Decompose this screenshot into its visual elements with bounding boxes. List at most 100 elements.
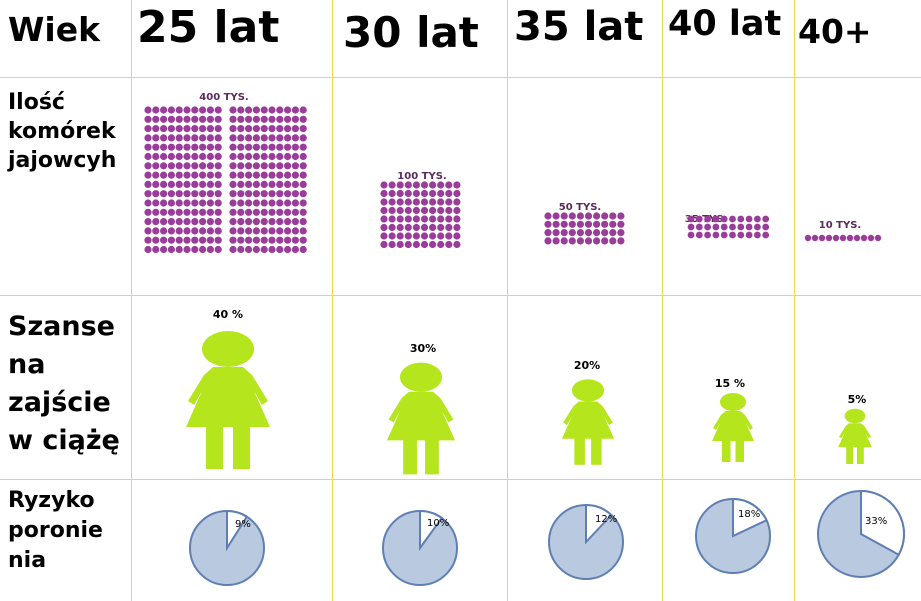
egg-dot [214, 106, 222, 114]
egg-dot [704, 231, 711, 239]
egg-dot [260, 106, 268, 114]
egg-dot [167, 180, 175, 188]
egg-dot [617, 229, 625, 237]
egg-dot [276, 236, 284, 244]
egg-dot [268, 218, 276, 226]
egg-dot [160, 143, 168, 151]
figure-leg [574, 436, 585, 465]
egg-dot [568, 220, 576, 228]
egg-dot [199, 134, 207, 142]
egg-dot [206, 236, 214, 244]
egg-dot [380, 240, 388, 249]
egg-dot [853, 234, 861, 242]
egg-dot [260, 143, 268, 151]
egg-dot [167, 171, 175, 179]
egg-dot [191, 106, 199, 114]
egg-dot [420, 206, 429, 215]
woman-figure-40plus: 5% [838, 393, 872, 464]
egg-dot [160, 106, 168, 114]
egg-dot [229, 152, 237, 161]
egg-dot [183, 199, 191, 207]
egg-dot [276, 106, 284, 114]
egg-dot [291, 152, 299, 161]
egg-dot [552, 229, 560, 237]
egg-dot [199, 236, 207, 244]
miscarriage-pie-40: 18% [695, 497, 771, 574]
egg-dot [160, 190, 168, 198]
egg-dot [754, 215, 761, 223]
miscarriage-pie-35: 12% [548, 503, 624, 580]
egg-dot [167, 125, 175, 133]
grid-line [0, 479, 921, 480]
egg-dot [175, 208, 183, 216]
egg-dot [183, 125, 191, 133]
figure-head [399, 362, 443, 392]
egg-dot [252, 143, 260, 151]
egg-dot [160, 134, 168, 142]
egg-dot [404, 232, 412, 240]
egg-dot [229, 171, 237, 179]
egg-dot [388, 181, 396, 189]
egg-dot [584, 229, 593, 237]
egg-dot [284, 162, 292, 170]
egg-dot [695, 215, 703, 223]
egg-dot [237, 125, 245, 133]
egg-dot [191, 190, 199, 198]
figure-leg [857, 445, 864, 464]
egg-dot [191, 180, 199, 188]
egg-dot [144, 106, 152, 114]
egg-dot [199, 190, 207, 198]
egg-dot [152, 190, 160, 198]
egg-dot [260, 227, 268, 235]
egg-dot [144, 180, 152, 188]
egg-dot [380, 181, 388, 189]
egg-dot [284, 152, 292, 161]
egg-dot [160, 125, 168, 133]
egg-dot [445, 206, 453, 215]
age-header-30: 30 lat [343, 8, 479, 57]
egg-dot [453, 232, 461, 240]
egg-dot [453, 223, 461, 232]
egg-dot [276, 125, 284, 133]
egg-dot [453, 189, 461, 198]
egg-dot [229, 180, 237, 188]
egg-dot [380, 223, 388, 232]
egg-dot [593, 229, 601, 237]
egg-dot [229, 199, 237, 207]
egg-dot [396, 189, 404, 198]
grid-line [131, 0, 132, 601]
egg-dot [260, 199, 268, 207]
egg-dot [260, 125, 268, 133]
egg-dot [268, 199, 276, 207]
egg-dot [191, 236, 199, 244]
egg-dot [167, 115, 175, 123]
egg-dot [206, 162, 214, 170]
egg-dot [811, 234, 819, 242]
egg-dot [388, 206, 396, 215]
grid-line [0, 77, 921, 78]
miscarriage-risk-label-25: 9% [235, 519, 251, 530]
egg-dot [152, 162, 160, 170]
egg-dot [412, 223, 420, 232]
egg-dot [152, 115, 160, 123]
egg-dot [229, 162, 237, 170]
egg-dot [687, 231, 695, 239]
egg-dot [237, 162, 245, 170]
egg-dot [144, 115, 152, 123]
egg-dot [420, 189, 429, 198]
egg-dot [284, 218, 292, 226]
egg-dot [429, 181, 437, 189]
egg-dot [152, 171, 160, 179]
egg-dot [754, 223, 761, 231]
egg-dot [396, 223, 404, 232]
egg-dot [237, 208, 245, 216]
egg-dot [737, 223, 745, 231]
egg-dot [175, 106, 183, 114]
egg-dot [291, 245, 299, 254]
egg-dot [144, 199, 152, 207]
egg-dot [568, 212, 576, 220]
egg-dot [214, 236, 222, 244]
egg-dot [388, 223, 396, 232]
egg-dot [593, 212, 601, 220]
